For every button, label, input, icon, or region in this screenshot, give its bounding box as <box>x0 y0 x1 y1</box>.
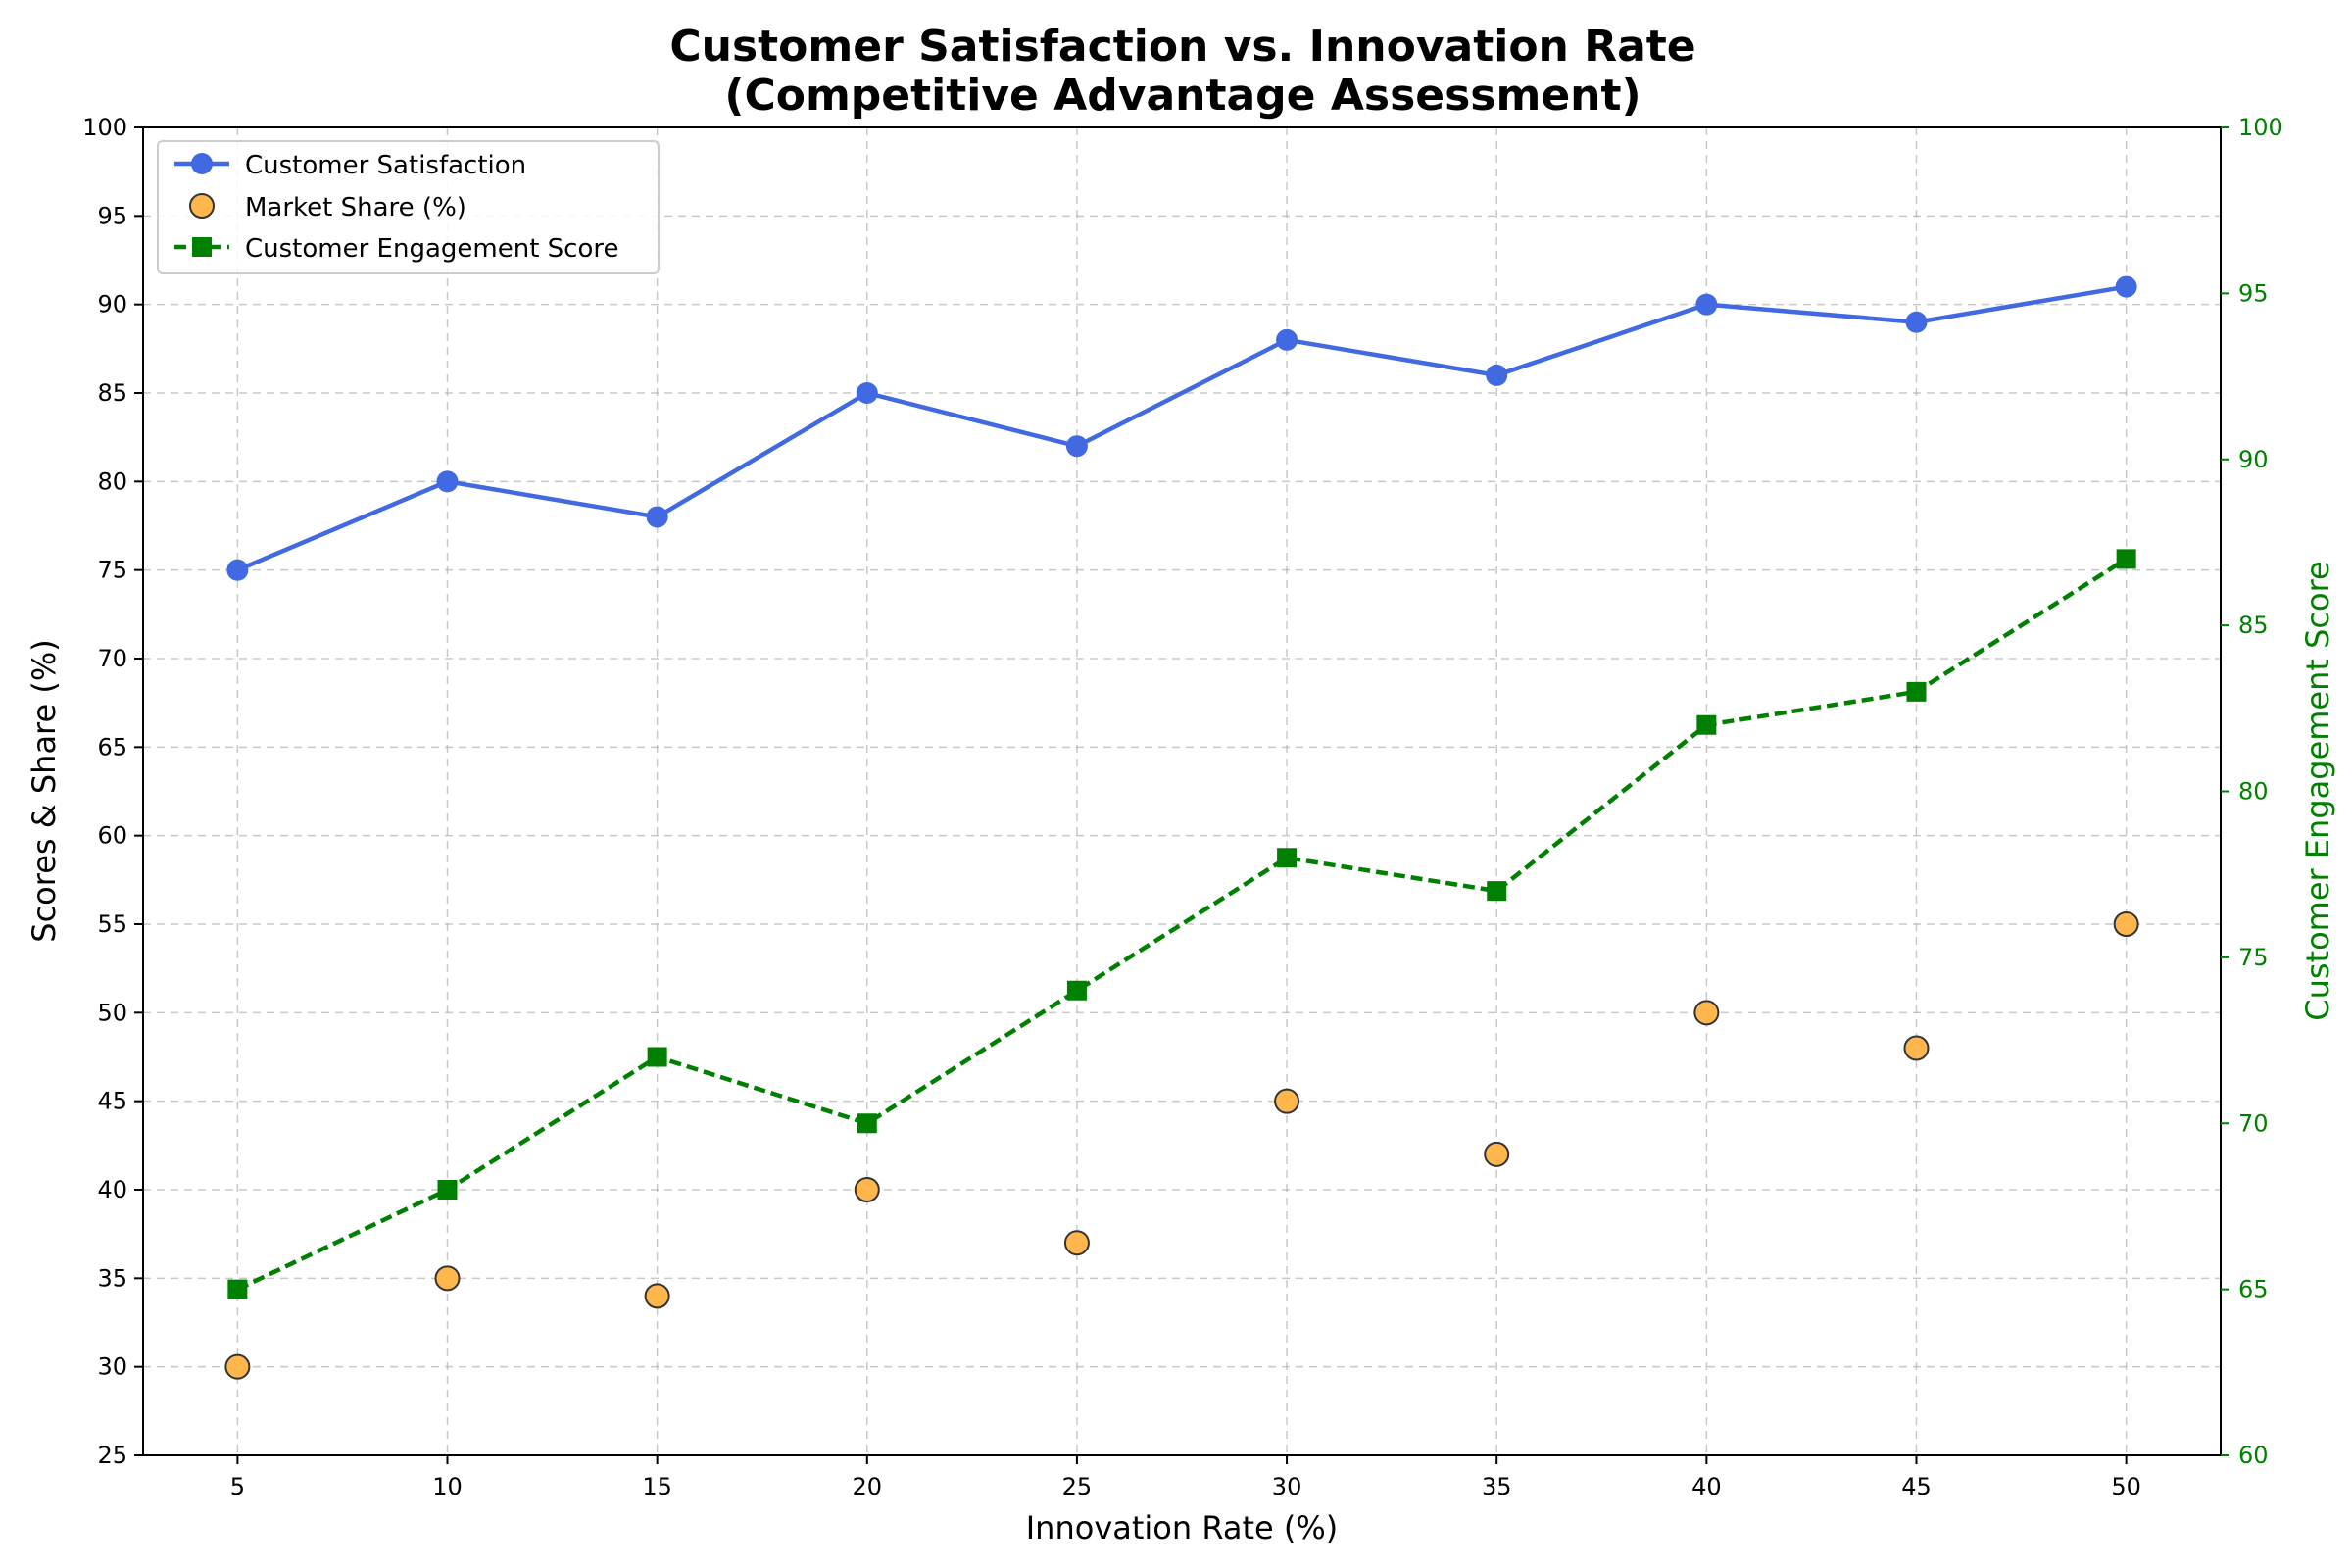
market-share-point <box>434 1265 461 1292</box>
x-axis-label: Innovation Rate (%) <box>1026 1509 1339 1546</box>
chart-title-line1: Customer Satisfaction vs. Innovation Rat… <box>669 22 1695 72</box>
x-tick-label: 40 <box>1691 1473 1722 1500</box>
y-tick-label: 60 <box>97 822 127 850</box>
y2-axis-label: Customer Engagement Score <box>2299 561 2336 1021</box>
series-line-0 <box>236 284 2128 572</box>
y-tick-label: 75 <box>97 557 127 584</box>
y-tick-label: 90 <box>97 291 127 318</box>
satisfaction-point <box>646 506 668 528</box>
engagement-point <box>1277 848 1298 868</box>
satisfaction-point <box>1486 364 1508 386</box>
market-share-point <box>1484 1141 1510 1167</box>
y-tick-label: 45 <box>97 1088 127 1115</box>
y2-tick-label: 65 <box>2238 1276 2269 1303</box>
x-tick-label: 35 <box>1482 1473 1512 1500</box>
y-tick-label: 35 <box>97 1264 127 1292</box>
x-tick-label: 5 <box>230 1473 245 1500</box>
y-tick-label: 95 <box>97 202 127 229</box>
market-share-point <box>2113 911 2139 937</box>
engagement-point <box>437 1180 458 1200</box>
satisfaction-point <box>2115 275 2137 298</box>
y2-tick-label: 80 <box>2238 778 2269 806</box>
y-axis-label: Scores & Share (%) <box>25 639 63 942</box>
x-tick-label: 30 <box>1272 1473 1302 1500</box>
satisfaction-point <box>1065 435 1088 458</box>
legend-frame <box>157 140 660 274</box>
engagement-point <box>1696 714 1717 735</box>
engagement-point <box>227 1279 248 1299</box>
engagement-point <box>857 1113 877 1134</box>
market-share-point <box>644 1283 670 1309</box>
y-tick-label: 25 <box>97 1442 127 1469</box>
market-share-point <box>224 1353 251 1380</box>
y-tick-label: 85 <box>97 379 127 407</box>
market-share-point <box>854 1177 880 1202</box>
satisfaction-point <box>436 470 459 493</box>
legend-label-market-share: Market Share (%) <box>245 193 466 222</box>
x-axis: 5 10 15 20 25 30 35 40 45 50 <box>230 1455 2141 1500</box>
legend-swatch-satisfaction-marker <box>191 153 213 174</box>
y2-tick-label: 90 <box>2238 446 2269 473</box>
y2-tick-label: 95 <box>2238 279 2269 307</box>
legend: Customer Satisfaction Market Share (%) C… <box>157 140 660 274</box>
y-tick-label: 55 <box>97 910 127 938</box>
x-tick-label: 25 <box>1062 1473 1093 1500</box>
market-share-point <box>1693 1000 1720 1026</box>
engagement-point <box>1906 681 1927 702</box>
x-tick-label: 15 <box>642 1473 672 1500</box>
plot-area <box>224 275 2139 1380</box>
chart-title-line2: (Competitive Advantage Assessment) <box>724 71 1641 121</box>
satisfaction-point <box>1276 328 1298 351</box>
y-tick-label: 50 <box>97 999 127 1026</box>
y-axis-left: 25 30 35 40 45 50 55 60 65 70 75 80 85 90 95 100 <box>82 114 143 1469</box>
market-share-point <box>1274 1088 1300 1114</box>
satisfaction-point <box>856 382 878 404</box>
engagement-point <box>1487 881 1507 902</box>
y2-tick-label: 75 <box>2238 944 2269 971</box>
y2-tick-label: 85 <box>2238 612 2269 639</box>
y-tick-label: 40 <box>97 1176 127 1203</box>
legend-label-engagement: Customer Engagement Score <box>245 234 618 264</box>
market-share-point <box>1063 1230 1090 1256</box>
x-tick-label: 50 <box>2111 1473 2141 1500</box>
x-tick-label: 45 <box>1901 1473 1932 1500</box>
y-tick-label: 30 <box>97 1353 127 1381</box>
x-tick-label: 10 <box>432 1473 463 1500</box>
engagement-point <box>1066 980 1087 1001</box>
satisfaction-point <box>1905 311 1928 333</box>
engagement-point <box>2116 549 2136 569</box>
engagement-point <box>647 1047 667 1067</box>
series-line-2 <box>236 557 2128 1292</box>
y-tick-label: 65 <box>97 733 127 760</box>
satisfaction-point <box>226 559 249 581</box>
y-tick-label: 80 <box>97 467 127 495</box>
y-axis-right: 60 65 70 75 80 85 90 95 100 <box>2221 114 2283 1469</box>
legend-label-satisfaction: Customer Satisfaction <box>245 151 526 180</box>
satisfaction-point <box>1695 293 1718 316</box>
legend-swatch-market-share-marker <box>189 193 215 219</box>
y-tick-label: 70 <box>97 645 127 672</box>
market-share-point <box>1903 1035 1930 1061</box>
y2-tick-label: 100 <box>2238 114 2283 141</box>
legend-swatch-engagement-marker <box>192 237 212 257</box>
y2-tick-label: 70 <box>2238 1109 2269 1137</box>
y-tick-label: 100 <box>82 114 127 141</box>
x-tick-label: 20 <box>853 1473 883 1500</box>
y2-tick-label: 60 <box>2238 1442 2269 1469</box>
